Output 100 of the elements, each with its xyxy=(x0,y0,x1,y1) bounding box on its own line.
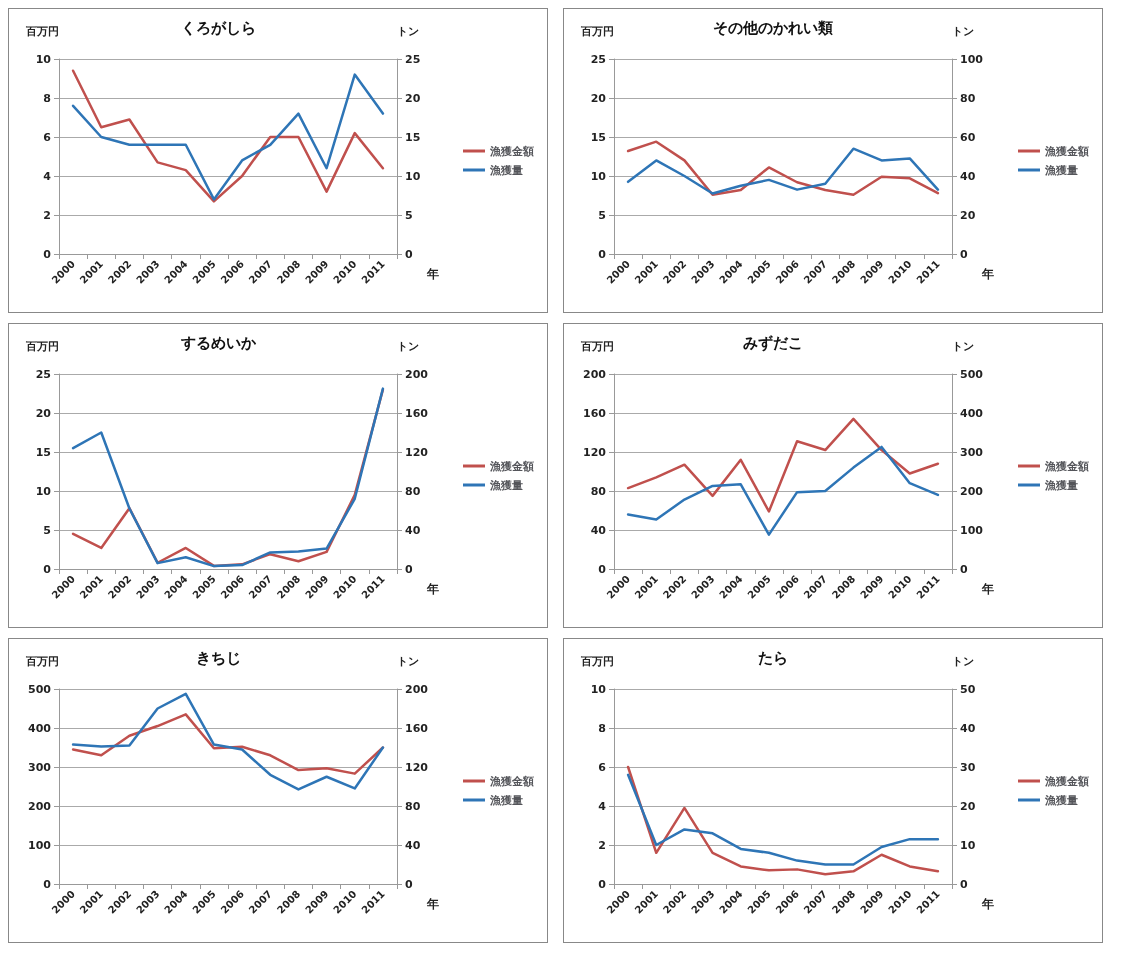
y2-tick-label: 0 xyxy=(405,877,413,891)
y-tick-label: 0 xyxy=(598,877,607,891)
y2-tick-label: 200 xyxy=(960,484,984,498)
y2-tick-label: 0 xyxy=(960,877,968,891)
y2-tick-label: 0 xyxy=(405,562,413,576)
y-tick-label: 5 xyxy=(598,208,606,222)
y2-tick-label: 160 xyxy=(405,721,429,735)
y2-tick-label: 25 xyxy=(405,52,421,66)
y-tick-label: 2 xyxy=(43,208,51,222)
chart-title: たら xyxy=(758,648,789,667)
y-tick-label: 25 xyxy=(590,52,606,66)
y2-tick-label: 40 xyxy=(405,523,421,537)
y2-tick-label: 80 xyxy=(960,91,976,105)
y-tick-label: 300 xyxy=(28,760,52,774)
y-tick-label: 10 xyxy=(35,52,52,66)
y2-tick-label: 40 xyxy=(960,169,976,183)
legend-label: 漁獲金額 xyxy=(1044,144,1089,158)
y-tick-label: 80 xyxy=(590,484,607,498)
y2-tick-label: 40 xyxy=(960,721,976,735)
y-tick-label: 100 xyxy=(28,838,52,852)
y2-tick-label: 15 xyxy=(405,130,421,144)
y2-axis-title: トン xyxy=(952,25,974,38)
y-tick-label: 10 xyxy=(590,169,607,183)
y2-axis-title: トン xyxy=(397,25,419,38)
chart-title: みずだこ xyxy=(743,333,804,352)
y2-tick-label: 300 xyxy=(960,445,984,459)
legend-label: 漁獲量 xyxy=(489,478,523,492)
y-tick-label: 20 xyxy=(35,406,52,420)
y2-tick-label: 200 xyxy=(405,367,429,381)
y-tick-label: 15 xyxy=(35,445,51,459)
y2-tick-label: 160 xyxy=(405,406,429,420)
x-axis-title: 年 xyxy=(426,897,439,911)
y-tick-label: 0 xyxy=(598,562,607,576)
y-axis-title: 百万円 xyxy=(25,340,59,353)
y-tick-label: 5 xyxy=(43,523,51,537)
legend-label: 漁獲金額 xyxy=(489,774,534,788)
y2-tick-label: 30 xyxy=(960,760,976,774)
legend-label: 漁獲量 xyxy=(1044,793,1078,807)
y-tick-label: 4 xyxy=(43,169,52,183)
y2-tick-label: 400 xyxy=(960,406,984,420)
x-axis-title: 年 xyxy=(981,582,994,596)
y-tick-label: 120 xyxy=(583,445,607,459)
y2-tick-label: 10 xyxy=(405,169,421,183)
y2-tick-label: 5 xyxy=(405,208,413,222)
legend-label: 漁獲金額 xyxy=(1044,774,1089,788)
y-tick-label: 400 xyxy=(28,721,52,735)
y-tick-label: 200 xyxy=(583,367,607,381)
y2-axis-title: トン xyxy=(397,340,419,353)
chart-title: その他のかれい類 xyxy=(713,18,834,37)
y2-axis-title: トン xyxy=(397,655,419,668)
y2-tick-label: 40 xyxy=(405,838,421,852)
y-tick-label: 25 xyxy=(35,367,51,381)
y-axis-title: 百万円 xyxy=(580,655,614,668)
y-tick-label: 2 xyxy=(598,838,606,852)
y-tick-label: 10 xyxy=(590,682,607,696)
y2-tick-label: 80 xyxy=(405,484,421,498)
y2-tick-label: 0 xyxy=(405,247,413,261)
y-tick-label: 40 xyxy=(590,523,607,537)
y2-tick-label: 120 xyxy=(405,760,429,774)
chart-title: くろがしら xyxy=(180,18,256,37)
y-tick-label: 8 xyxy=(598,721,606,735)
y-tick-label: 8 xyxy=(43,91,51,105)
x-axis-title: 年 xyxy=(426,267,439,281)
y2-tick-label: 120 xyxy=(405,445,429,459)
y2-tick-label: 10 xyxy=(960,838,976,852)
legend-label: 漁獲金額 xyxy=(489,144,534,158)
y-axis-title: 百万円 xyxy=(25,25,59,38)
y2-axis-title: トン xyxy=(952,340,974,353)
chart-title: するめいか xyxy=(179,333,257,352)
y-tick-label: 0 xyxy=(43,247,52,261)
y-tick-label: 0 xyxy=(43,877,52,891)
y-tick-label: 200 xyxy=(28,799,52,813)
legend-label: 漁獲金額 xyxy=(489,459,534,473)
x-axis-title: 年 xyxy=(981,267,994,281)
y2-tick-label: 100 xyxy=(960,52,984,66)
chart-title: きちじ xyxy=(195,648,241,667)
y-axis-title: 百万円 xyxy=(25,655,59,668)
y-tick-label: 500 xyxy=(28,682,52,696)
y2-tick-label: 0 xyxy=(960,562,968,576)
y-tick-label: 0 xyxy=(598,247,607,261)
y-tick-label: 4 xyxy=(598,799,607,813)
legend-label: 漁獲量 xyxy=(489,163,523,177)
y-tick-label: 160 xyxy=(583,406,607,420)
y-tick-label: 20 xyxy=(590,91,607,105)
x-axis-title: 年 xyxy=(426,582,439,596)
y-tick-label: 15 xyxy=(590,130,606,144)
y2-tick-label: 60 xyxy=(960,130,976,144)
legend-label: 漁獲量 xyxy=(489,793,523,807)
x-axis-title: 年 xyxy=(981,897,994,911)
y2-tick-label: 50 xyxy=(960,682,976,696)
y-tick-label: 6 xyxy=(43,130,52,144)
y2-tick-label: 200 xyxy=(405,682,429,696)
y-tick-label: 10 xyxy=(35,484,52,498)
y-tick-label: 6 xyxy=(598,760,607,774)
y2-tick-label: 20 xyxy=(960,208,976,222)
y-axis-title: 百万円 xyxy=(580,25,614,38)
y2-axis-title: トン xyxy=(952,655,974,668)
legend-label: 漁獲量 xyxy=(1044,163,1078,177)
y2-tick-label: 80 xyxy=(405,799,421,813)
y-tick-label: 0 xyxy=(43,562,52,576)
